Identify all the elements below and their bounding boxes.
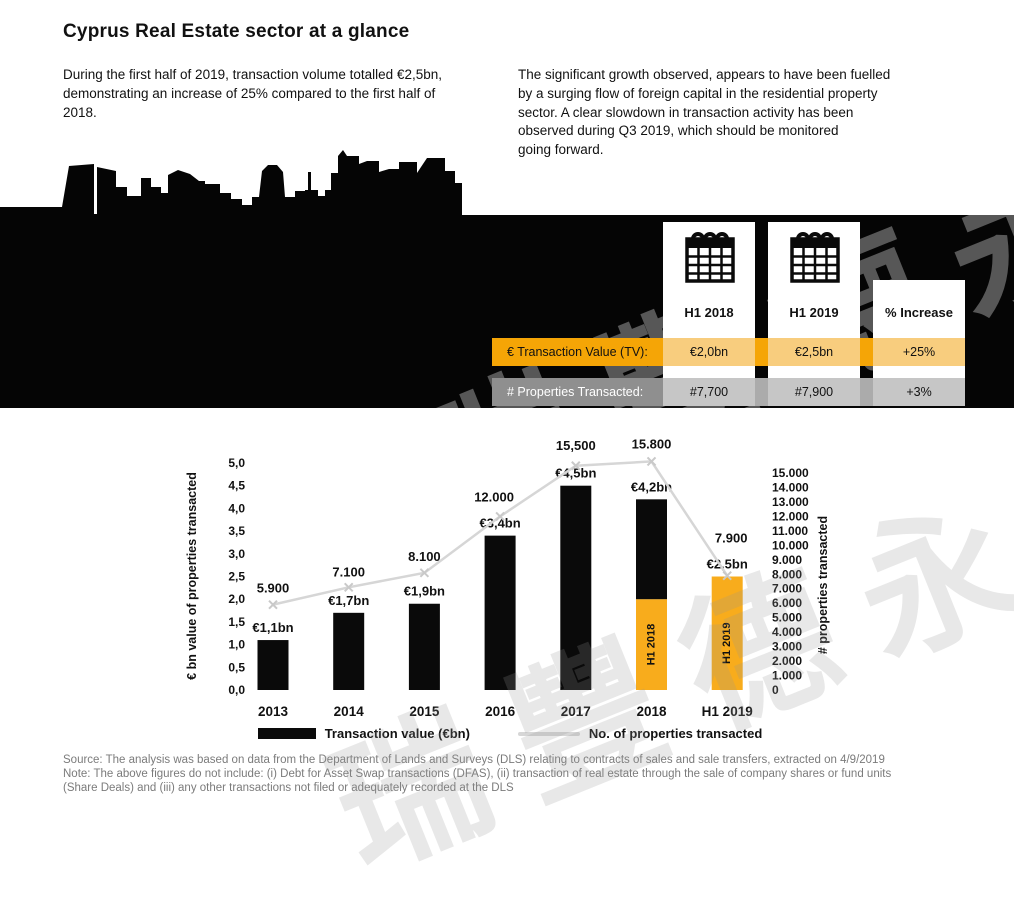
right-axis: 01.0002.0003.0004.0005.0006.0007.0008.00… [772, 466, 830, 697]
svg-text:H1 2019: H1 2019 [702, 704, 753, 719]
properties-transacted-label: # Properties Transacted: [507, 385, 644, 399]
svg-text:# properties transacted: # properties transacted [816, 516, 830, 654]
calendar-icon [685, 232, 735, 283]
source-line: Source: The analysis was based on data f… [63, 754, 885, 766]
svg-text:10.000: 10.000 [772, 538, 809, 552]
column-header-increase: % Increase [885, 305, 953, 320]
svg-text:€1,9bn: €1,9bn [404, 584, 445, 599]
category-axis: 2013 2014 2015 2016 2017 2018 H1 2019 [258, 704, 753, 719]
svg-text:9.000: 9.000 [772, 553, 802, 567]
svg-text:€1,7bn: €1,7bn [328, 593, 369, 608]
intro-paragraph-left: During the first half of 2019, transacti… [63, 67, 442, 120]
svg-text:2015: 2015 [409, 704, 440, 719]
svg-text:15,500: 15,500 [556, 438, 596, 453]
column-header-h1-2019: H1 2019 [789, 305, 839, 320]
svg-text:6.000: 6.000 [772, 596, 802, 610]
svg-text:7.100: 7.100 [332, 564, 365, 579]
note-line: Note: The above figures do not include: … [63, 768, 892, 780]
legend-label-bars: Transaction value (€bn) [324, 726, 470, 741]
svg-text:5.900: 5.900 [257, 581, 290, 596]
transaction-value-label: € Transaction Value (TV): [507, 345, 648, 359]
table-cell-tv-h1-2018: €2,0bn [663, 338, 755, 366]
source-notes: Source: The analysis was based on data f… [63, 753, 963, 795]
svg-text:7.000: 7.000 [772, 582, 802, 596]
table-cell-props-increase: +3% [873, 378, 965, 406]
svg-text:0,5: 0,5 [228, 660, 245, 674]
line-swatch [517, 731, 580, 736]
svg-text:0: 0 [772, 683, 779, 697]
svg-text:€2,5bn: €2,5bn [707, 557, 748, 572]
city-skyline-silhouette [0, 150, 462, 216]
svg-text:4,0: 4,0 [228, 501, 245, 515]
svg-text:15.800: 15.800 [632, 436, 672, 451]
svg-text:11.000: 11.000 [772, 524, 808, 538]
svg-text:14.000: 14.000 [772, 480, 809, 494]
legend-label-line: No. of properties transacted [588, 726, 763, 741]
table-cell-tv-increase: +25% [873, 338, 965, 366]
svg-text:1,0: 1,0 [228, 638, 245, 652]
svg-text:2,0: 2,0 [228, 592, 245, 606]
svg-text:H1 2019: H1 2019 [721, 622, 733, 664]
svg-text:€3,4bn: €3,4bn [480, 516, 521, 531]
svg-text:2017: 2017 [561, 704, 591, 719]
svg-text:13.000: 13.000 [772, 495, 809, 509]
svg-text:2,5: 2,5 [228, 570, 245, 584]
svg-text:4.000: 4.000 [772, 625, 802, 639]
svg-text:2018: 2018 [636, 704, 667, 719]
svg-text:1,5: 1,5 [228, 615, 245, 629]
table-cell-tv-h1-2019: €2,5bn [768, 338, 860, 366]
svg-text:12.000: 12.000 [474, 489, 514, 504]
svg-text:12.000: 12.000 [772, 509, 809, 523]
svg-text:€4,2bn: €4,2bn [631, 479, 672, 494]
table-cell-props-h1-2019: #7,900 [768, 378, 860, 406]
svg-text:€1,1bn: €1,1bn [252, 620, 293, 635]
intro-paragraph-right: The significant growth observed, appears… [518, 67, 891, 158]
column-header-h1-2018: H1 2018 [684, 305, 734, 320]
svg-text:€4,5bn: €4,5bn [555, 466, 596, 481]
svg-text:3,0: 3,0 [228, 547, 245, 561]
properties-label-background [492, 378, 663, 406]
svg-text:5.000: 5.000 [772, 611, 802, 625]
svg-text:0,0: 0,0 [228, 683, 245, 697]
chart-legend: Transaction value (€bn) No. of propertie… [240, 726, 780, 741]
page-title: Cyprus Real Estate sector at a glance [63, 21, 410, 42]
svg-text:8.100: 8.100 [408, 549, 441, 564]
line-series: 5.900 7.100 8.100 12.000 15,500 15.800 7.900 [257, 436, 748, 610]
svg-text:3.000: 3.000 [772, 640, 802, 654]
bar-swatch [257, 728, 316, 739]
svg-text:2014: 2014 [334, 704, 365, 719]
svg-text:2.000: 2.000 [772, 654, 802, 668]
svg-text:H1 2018: H1 2018 [645, 624, 657, 666]
svg-text:8.000: 8.000 [772, 567, 802, 581]
svg-text:15.000: 15.000 [772, 466, 809, 480]
note-line: (Share Deals) and (iii) any other transa… [63, 782, 514, 794]
svg-text:€ bn value of properties trans: € bn value of properties transacted [185, 472, 199, 680]
svg-text:7.900: 7.900 [715, 531, 748, 546]
calendar-icon [790, 232, 840, 283]
svg-text:5,0: 5,0 [228, 456, 245, 470]
table-cell-props-h1-2018: #7,700 [663, 378, 755, 406]
left-axis: 0,0 0,5 1,0 1,5 2,0 2,5 3,0 3,5 4,0 4,5 5,0 € bn va… [185, 456, 245, 697]
legend-item-bars: Transaction value (€bn) [257, 726, 470, 741]
svg-text:1.000: 1.000 [772, 669, 802, 683]
svg-text:2016: 2016 [485, 704, 516, 719]
svg-text:4,5: 4,5 [228, 479, 245, 493]
svg-text:3,5: 3,5 [228, 524, 245, 538]
transactions-combo-chart: 0,0 0,5 1,0 1,5 2,0 2,5 3,0 3,5 4,0 4,5 5,0 € bn va… [185, 436, 830, 719]
svg-text:2013: 2013 [258, 704, 289, 719]
legend-item-line: No. of properties transacted [517, 726, 763, 741]
